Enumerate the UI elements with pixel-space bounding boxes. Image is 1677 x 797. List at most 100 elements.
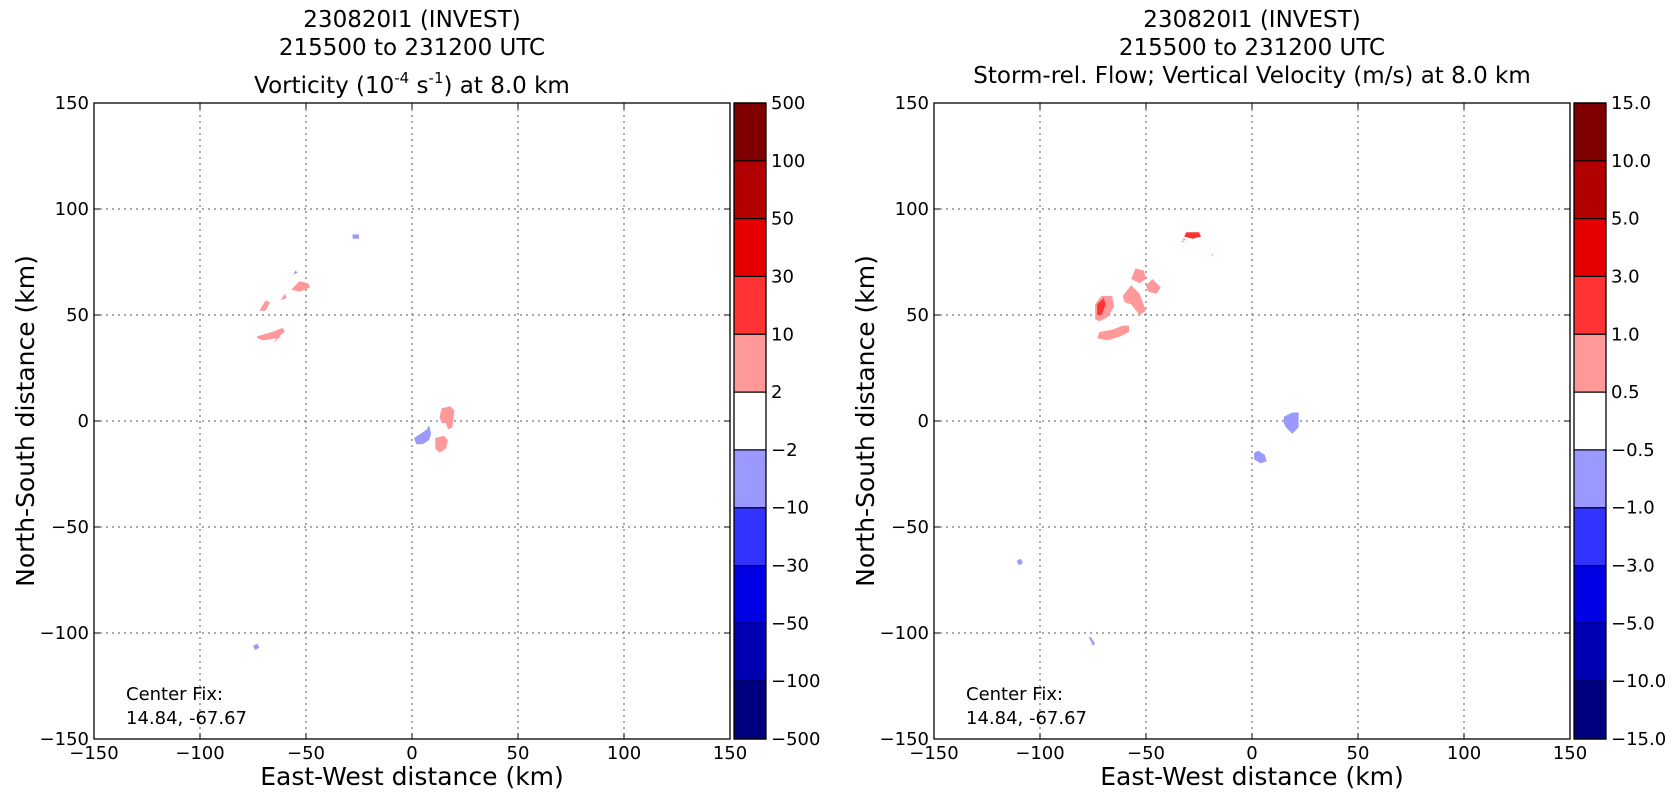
x-tick-label: −100 bbox=[1015, 743, 1064, 764]
colorbar-segment bbox=[1574, 392, 1606, 450]
chart-title-line: 215500 to 231200 UTC bbox=[279, 35, 545, 61]
colorbar-segment bbox=[734, 392, 766, 450]
colorbar-segment bbox=[1574, 276, 1606, 335]
center-fix-annotation: Center Fix: bbox=[966, 684, 1063, 705]
colorbar-tick-label: −5.0 bbox=[1611, 613, 1655, 634]
colorbar-segment bbox=[734, 276, 766, 335]
title-text: ) at 8.0 km bbox=[444, 73, 570, 99]
colorbar-tick-label: 5.0 bbox=[1611, 209, 1640, 230]
colorbar-tick-label: 500 bbox=[771, 93, 805, 114]
contour-region bbox=[1182, 240, 1185, 243]
colorbar-segment bbox=[1574, 623, 1606, 682]
contour-region bbox=[1131, 268, 1146, 284]
colorbar-segment bbox=[734, 623, 766, 682]
contour-region bbox=[1146, 279, 1161, 294]
x-tick-label: 0 bbox=[406, 743, 417, 764]
colorbar-segment bbox=[734, 565, 766, 624]
contour-region bbox=[1182, 238, 1187, 241]
x-tick-label: −100 bbox=[175, 743, 224, 764]
x-axis-label: East-West distance (km) bbox=[260, 762, 564, 791]
contour-region bbox=[1097, 325, 1129, 341]
x-tick-label: −50 bbox=[1127, 743, 1165, 764]
y-tick-label: −100 bbox=[40, 623, 89, 644]
contour-region bbox=[291, 281, 311, 292]
colorbar-tick-label: 100 bbox=[771, 151, 805, 172]
colorbar-tick-label: −1.0 bbox=[1611, 498, 1655, 519]
colorbar-tick-label: −10.0 bbox=[1611, 671, 1666, 692]
chart-title-line: 215500 to 231200 UTC bbox=[1119, 35, 1385, 61]
contour-region bbox=[1254, 450, 1267, 464]
colorbar-frame bbox=[733, 102, 767, 740]
colorbar-segment bbox=[734, 218, 766, 277]
colorbar-tick-label: −0.5 bbox=[1611, 440, 1655, 461]
chart-title-line: Storm-rel. Flow; Vertical Velocity (m/s)… bbox=[973, 63, 1531, 89]
contour-region bbox=[1184, 232, 1202, 239]
x-tick-label: −50 bbox=[287, 743, 325, 764]
colorbar-tick-label: −30 bbox=[771, 556, 809, 577]
y-axis-label: North-South distance (km) bbox=[851, 255, 880, 587]
colorbar-tick-label: −2 bbox=[771, 440, 798, 461]
y-tick-label: −100 bbox=[880, 623, 929, 644]
contour-region bbox=[435, 435, 448, 453]
vertical-velocity-panel: 230820I1 (INVEST)215500 to 231200 UTCSto… bbox=[851, 7, 1666, 791]
colorbar-tick-label: 15.0 bbox=[1611, 93, 1651, 114]
title-superscript: -4 bbox=[394, 69, 409, 87]
colorbar-segment bbox=[1574, 565, 1606, 624]
y-tick-label: −150 bbox=[880, 729, 929, 750]
contour-region bbox=[257, 327, 285, 341]
colorbar-segment bbox=[1574, 681, 1606, 739]
y-tick-label: 50 bbox=[906, 305, 929, 326]
x-tick-label: 50 bbox=[507, 743, 530, 764]
y-tick-label: 150 bbox=[55, 93, 89, 114]
y-tick-label: −50 bbox=[891, 517, 929, 538]
contour-region bbox=[352, 234, 359, 239]
colorbar-tick-label: 50 bbox=[771, 209, 794, 230]
contour-region bbox=[1097, 298, 1106, 315]
colorbar-tick-label: 2 bbox=[771, 382, 782, 403]
y-tick-label: 100 bbox=[55, 199, 89, 220]
colorbar-segment bbox=[1574, 160, 1606, 219]
contour-region bbox=[1211, 253, 1214, 256]
colorbar-tick-label: −3.0 bbox=[1611, 556, 1655, 577]
colorbar-tick-label: 10.0 bbox=[1611, 151, 1651, 172]
contour-region bbox=[253, 643, 260, 650]
x-axis-label: East-West distance (km) bbox=[1100, 762, 1404, 791]
colorbar-segment bbox=[1574, 449, 1606, 508]
colorbar-segment bbox=[734, 334, 766, 393]
contour-region bbox=[280, 293, 287, 301]
colorbar-tick-label: −15.0 bbox=[1611, 729, 1666, 750]
colorbar-segment bbox=[734, 160, 766, 219]
chart-title-variable: Vorticity (10-4 s-1) at 8.0 km bbox=[254, 69, 570, 99]
center-fix-annotation: 14.84, -67.67 bbox=[126, 708, 247, 729]
colorbar-tick-label: 3.0 bbox=[1611, 266, 1640, 287]
contour-region bbox=[259, 300, 270, 311]
contour-region bbox=[1122, 285, 1146, 315]
y-tick-label: 50 bbox=[66, 305, 89, 326]
colorbar-tick-label: 0.5 bbox=[1611, 382, 1640, 403]
colorbar-segment bbox=[734, 103, 766, 161]
y-axis-label: North-South distance (km) bbox=[11, 255, 40, 587]
y-tick-label: 0 bbox=[918, 411, 929, 432]
y-tick-label: 0 bbox=[78, 411, 89, 432]
colorbar-segment bbox=[1574, 334, 1606, 393]
x-tick-label: 100 bbox=[1447, 743, 1481, 764]
colorbar-tick-label: 10 bbox=[771, 324, 794, 345]
colorbar-segment bbox=[1574, 103, 1606, 161]
center-fix-annotation: Center Fix: bbox=[126, 684, 223, 705]
x-tick-label: 50 bbox=[1347, 743, 1370, 764]
colorbar-segment bbox=[734, 449, 766, 508]
y-tick-label: 150 bbox=[895, 93, 929, 114]
contour-region bbox=[1283, 412, 1299, 434]
contour-region bbox=[274, 334, 281, 343]
title-text: Vorticity (10 bbox=[254, 73, 394, 99]
contour-region bbox=[439, 406, 455, 430]
x-tick-label: −150 bbox=[69, 743, 118, 764]
colorbar-tick-label: 1.0 bbox=[1611, 324, 1640, 345]
colorbar-segment bbox=[734, 507, 766, 566]
y-tick-label: −50 bbox=[51, 517, 89, 538]
contour-region bbox=[1088, 637, 1096, 646]
title-text: s bbox=[409, 73, 428, 99]
x-tick-label: 150 bbox=[1553, 743, 1587, 764]
colorbar-segment bbox=[734, 681, 766, 739]
